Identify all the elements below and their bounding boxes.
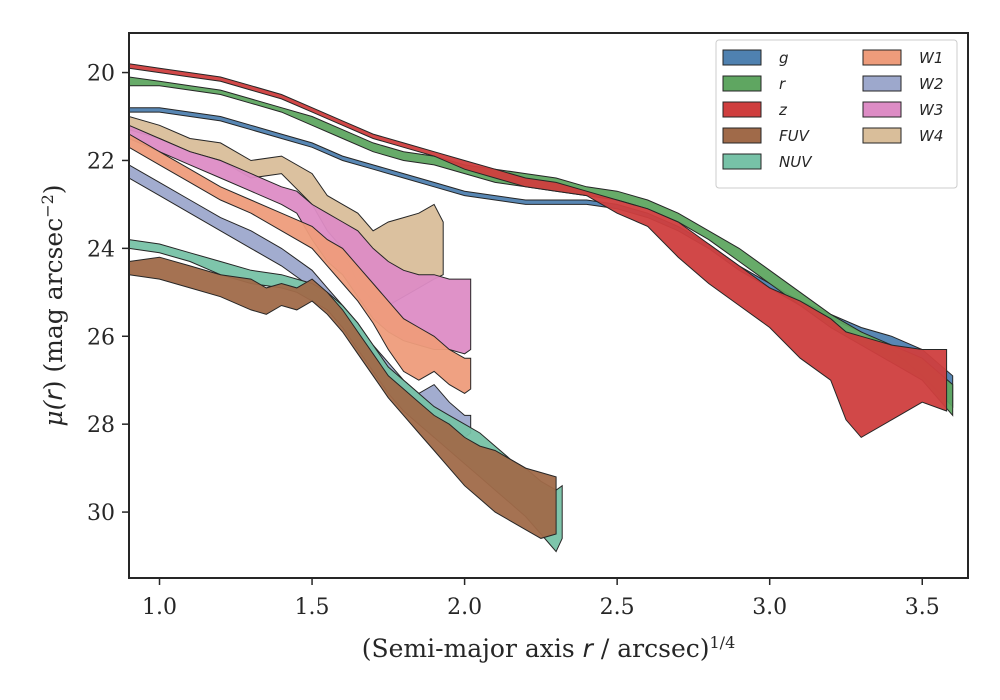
legend-label-w4: W4 — [919, 127, 943, 145]
x-axis-label: (Semi-major axis r / arcsec)1/4 — [362, 633, 736, 664]
x-tick-label: 1.5 — [295, 595, 330, 620]
legend-swatch-w2 — [862, 75, 902, 92]
y-tick-label: 24 — [87, 237, 115, 262]
legend-label-r: r — [779, 75, 786, 93]
y-tick-label: 30 — [87, 501, 115, 526]
series-band-z — [129, 63, 948, 439]
legend-swatch-w3 — [862, 101, 902, 118]
legend: grz FUV NUV W1 W2 W3 W4 — [715, 39, 958, 189]
legend-swatch-r — [722, 75, 762, 92]
legend-label-g: g — [779, 49, 789, 67]
x-tick-label: 2.5 — [600, 595, 635, 620]
legend-swatch-fuv — [722, 127, 762, 144]
x-tick-label: 3.0 — [752, 595, 787, 620]
series-layer — [129, 63, 954, 553]
y-axis: 20 22 24 26 28 30 — [87, 62, 129, 526]
y-tick-label: 28 — [87, 413, 115, 438]
series-band-w1 — [129, 133, 472, 394]
y-tick-label: 22 — [87, 149, 115, 174]
legend-label-w2: W2 — [919, 75, 943, 93]
series-band-w3 — [129, 124, 472, 355]
x-tick-label: 1.0 — [142, 595, 177, 620]
x-axis: 1.0 1.5 2.0 2.5 3.0 3.5 — [142, 578, 940, 620]
legend-label-nuv: NUV — [779, 153, 813, 171]
y-tick-label: 26 — [87, 325, 115, 350]
legend-label-z: z — [778, 101, 788, 119]
x-tick-label: 3.5 — [905, 595, 940, 620]
legend-swatch-g — [722, 49, 762, 66]
legend-label-w1: W1 — [919, 49, 943, 67]
y-axis-label: μ(r) (mag arcsec−2) — [38, 184, 69, 426]
plot-frame — [128, 32, 969, 579]
legend-swatch-w4 — [862, 127, 902, 144]
series-band-r — [129, 76, 954, 417]
legend-label-fuv: FUV — [779, 127, 811, 145]
legend-swatch-z — [722, 101, 762, 118]
x-tick-label: 2.0 — [447, 595, 482, 620]
legend-label-w3: W3 — [919, 101, 943, 119]
legend-swatch-nuv — [722, 153, 762, 170]
series-band-fuv — [129, 256, 557, 539]
legend-swatch-w1 — [862, 49, 902, 66]
y-tick-label: 20 — [87, 62, 115, 87]
